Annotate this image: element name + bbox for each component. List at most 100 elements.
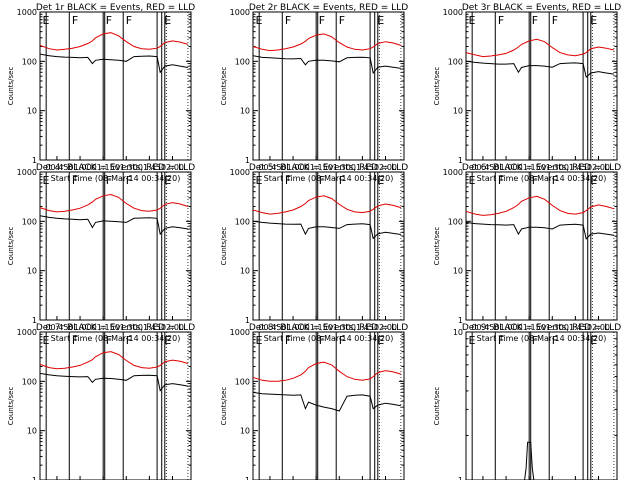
flag-letter: E <box>469 174 476 187</box>
y-tick-label: 100 <box>235 377 250 386</box>
y-tick-label: 100 <box>22 57 37 66</box>
flag-letter: E <box>43 334 50 347</box>
flag-letter: E <box>164 14 171 27</box>
flag-letter: E <box>469 14 476 27</box>
x-axis-label: Start Time (08-Mar-14 00:34:20) <box>51 334 181 343</box>
flag-letter: F <box>72 334 78 347</box>
y-tick-label: 1 <box>458 156 463 165</box>
flag-letter: F <box>498 334 504 347</box>
y-tick-label: 100 <box>448 217 463 226</box>
plot-frame <box>39 171 192 321</box>
flag-letter: F <box>319 334 325 347</box>
x-tick-label: 02:00 <box>161 323 184 332</box>
panel-det-8: Det 8r BLACK = Events, RED = LLD Counts/s… <box>220 323 408 480</box>
y-tick-label: 10 <box>27 267 37 276</box>
flag-letter: E <box>43 174 50 187</box>
flag-letter: F <box>106 14 112 27</box>
chart-title: Det 1r BLACK = Events, RED = LLD <box>36 3 195 13</box>
flag-letter: F <box>285 174 291 187</box>
panel-det-3: Det 3r BLACK = Events, RED = LLD Counts/s… <box>433 3 621 183</box>
plot-frame <box>465 331 618 480</box>
x-tick-label: 02:00 <box>374 323 397 332</box>
chart-title: Det 2r BLACK = Events, RED = LLD <box>249 3 408 13</box>
x-tick-label: 00:45 <box>45 323 68 332</box>
flag-letter: E <box>377 14 384 27</box>
y-tick-label: 10 <box>453 267 463 276</box>
series-line-lld <box>252 361 402 382</box>
x-tick-label: 01:30 <box>115 163 138 172</box>
x-axis-label: Start Time (08-Mar-14 00:34:20) <box>51 174 181 183</box>
x-axis-label: Start Time (08-Mar-14 00:34:20) <box>477 174 607 183</box>
chart-title: Det 8r BLACK = Events, RED = LLD <box>249 323 408 333</box>
chart-title: Det 7r BLACK = Events, RED = LLD <box>36 323 195 333</box>
plot-frame <box>465 171 618 321</box>
x-tick-label: 01:15 <box>305 323 328 332</box>
x-tick-label: 01:45 <box>351 163 374 172</box>
y-tick-label: 10 <box>27 427 37 436</box>
flag-letter: F <box>532 334 538 347</box>
series-line-lld <box>39 32 189 51</box>
flag-letter: E <box>590 174 597 187</box>
panel-det-2: Det 2r BLACK = Events, RED = LLD Counts/s… <box>220 3 408 183</box>
x-tick-label: 02:00 <box>587 323 610 332</box>
plot-frame <box>39 331 192 480</box>
panel-det-9: Det 9r BLACK = Events, RED = LLD Counts/s… <box>433 323 621 480</box>
panel-det-1: Det 1r BLACK = Events, RED = LLD Counts/s… <box>7 3 195 183</box>
x-tick-label: 01:45 <box>564 323 587 332</box>
y-tick-label: 1000 <box>17 328 37 337</box>
x-tick-label: 01:00 <box>495 323 518 332</box>
x-tick-label: 02:00 <box>161 163 184 172</box>
x-tick-label: 01:30 <box>115 323 138 332</box>
y-tick-label: 1 <box>245 316 250 325</box>
flag-letter: F <box>106 174 112 187</box>
x-tick-label: 01:30 <box>541 323 564 332</box>
y-tick-label: 10 <box>453 328 463 337</box>
x-axis-label: Start Time (08-Mar-14 00:34:20) <box>264 174 394 183</box>
plot-frame <box>252 11 405 161</box>
y-tick-label: 10 <box>240 427 250 436</box>
panel-det-4: Det 4r BLACK = Events, RED = LLD Counts/s… <box>7 163 195 343</box>
y-tick-label: 1 <box>32 316 37 325</box>
panel-det-5: Det 5r BLACK = Events, RED = LLD Counts/s… <box>220 163 408 343</box>
series-line-events <box>524 441 535 480</box>
x-axis-label: Start Time (08-Mar-14 00:34:20) <box>264 334 394 343</box>
flag-letter: F <box>319 174 325 187</box>
x-tick-label: 00:45 <box>471 163 494 172</box>
flag-letter: F <box>532 174 538 187</box>
flag-letter: E <box>164 334 171 347</box>
flag-letter: F <box>72 14 78 27</box>
y-tick-label: 1000 <box>230 8 250 17</box>
x-tick-label: 01:15 <box>92 163 115 172</box>
x-tick-label: 01:00 <box>495 163 518 172</box>
x-tick-label: 01:30 <box>328 323 351 332</box>
series-line-events <box>39 372 188 392</box>
flag-letter: F <box>126 174 132 187</box>
plot-frame <box>252 331 405 480</box>
series-line-lld <box>465 195 615 216</box>
series-line-events <box>252 391 401 412</box>
y-tick-label: 10 <box>240 107 250 116</box>
flag-letter: E <box>377 174 384 187</box>
x-tick-label: 01:45 <box>564 163 587 172</box>
y-tick-label: 1 <box>32 156 37 165</box>
x-tick-label: 00:45 <box>258 323 281 332</box>
x-tick-label: 02:00 <box>587 163 610 172</box>
chart-title: Det 6r BLACK = Events, RED = LLD <box>462 163 621 173</box>
x-tick-label: 01:15 <box>518 323 541 332</box>
panel-det-6: Det 6r BLACK = Events, RED = LLD Counts/s… <box>433 163 621 343</box>
y-tick-label: 1 <box>458 316 463 325</box>
plot-frame <box>39 11 192 161</box>
flag-letter: E <box>590 14 597 27</box>
series-line-events <box>252 220 401 240</box>
chart-title: Det 3r BLACK = Events, RED = LLD <box>462 3 621 13</box>
x-tick-label: 00:45 <box>45 163 68 172</box>
flag-letter: F <box>319 14 325 27</box>
y-tick-label: 1000 <box>17 168 37 177</box>
flag-letter: F <box>552 334 558 347</box>
flag-letter: F <box>552 174 558 187</box>
series-line-lld <box>39 351 189 370</box>
y-tick-label: 100 <box>22 217 37 226</box>
flag-letter: F <box>339 334 345 347</box>
y-tick-label: 100 <box>235 217 250 226</box>
